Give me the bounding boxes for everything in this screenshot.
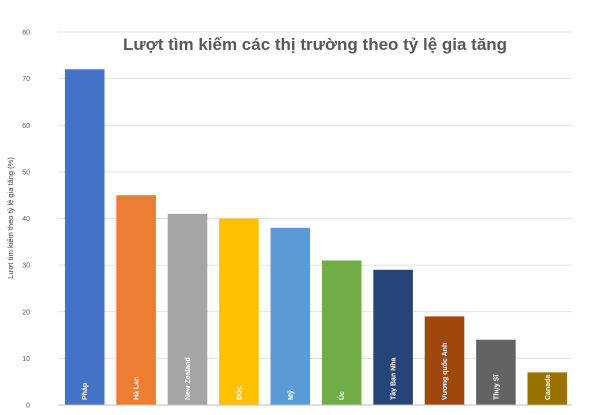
bar <box>476 339 516 405</box>
y-tick-label: 50 <box>22 169 30 176</box>
bar-labels: Pháp Hà Lan New Zealand Đức Mỹ Úc Tây Ban Nha V… <box>82 343 552 400</box>
bar <box>527 372 568 405</box>
y-tick-label: 70 <box>22 76 30 83</box>
bar <box>321 260 362 405</box>
bar <box>270 227 311 405</box>
category-label: Canada <box>545 375 552 400</box>
category-label: Đức <box>236 386 243 400</box>
y-tick-label: 60 <box>22 123 30 130</box>
category-label: Pháp <box>82 383 89 400</box>
y-tick-label: 30 <box>22 263 30 270</box>
bar <box>424 316 465 405</box>
bar <box>373 269 413 405</box>
y-tick-label: 80 <box>22 30 30 37</box>
y-tick-label: 20 <box>22 309 30 316</box>
y-axis-ticks: 0 10 20 30 40 50 60 70 80 <box>22 30 30 410</box>
category-label: Tây Ban Nha <box>391 357 398 400</box>
bars <box>64 69 568 406</box>
bar <box>167 213 208 405</box>
y-tick-label: 0 <box>26 403 30 410</box>
category-label: Vương quốc Anh <box>441 343 449 400</box>
y-axis-label: Lượt tìm kiếm theo tỷ lệ gia tăng (%) <box>6 157 15 279</box>
chart-title: Lượt tìm kiếm các thị trường theo tỷ lệ … <box>123 35 507 54</box>
category-label: Mỹ <box>288 390 295 400</box>
bar <box>116 195 156 405</box>
category-label: Thụy Sĩ <box>493 374 500 400</box>
category-label: Hà Lan <box>134 377 141 400</box>
y-tick-label: 40 <box>22 216 30 223</box>
y-tick-label: 10 <box>22 356 30 363</box>
bar <box>64 69 105 406</box>
category-label: Úc <box>337 391 346 400</box>
bar <box>219 218 259 405</box>
category-label: New Zealand <box>185 357 192 400</box>
